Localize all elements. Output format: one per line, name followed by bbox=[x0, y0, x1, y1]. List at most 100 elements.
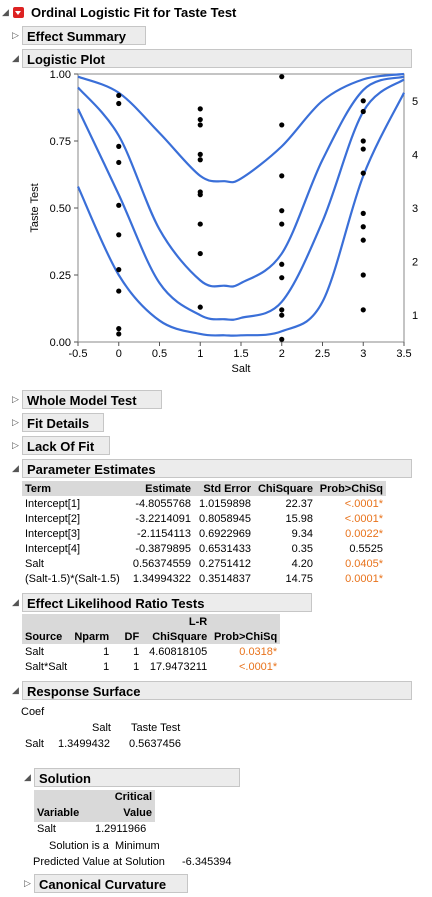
data-point bbox=[279, 275, 285, 281]
cell-variable: Salt bbox=[37, 823, 56, 835]
cell-estimate: -2.1154113 bbox=[136, 527, 191, 540]
column-header[interactable]: ChiSquare bbox=[142, 629, 211, 644]
cell-estimate: -0.3879895 bbox=[135, 542, 191, 555]
cell-chisquare: 0.35 bbox=[291, 542, 313, 555]
collapse-triangle-icon[interactable]: ◢ bbox=[2, 7, 9, 17]
data-point bbox=[279, 221, 285, 227]
response-level-label: 5 bbox=[412, 96, 418, 108]
column-header[interactable]: Source bbox=[22, 629, 71, 644]
column-header[interactable]: L-R bbox=[142, 614, 211, 629]
data-point bbox=[197, 122, 203, 128]
table-row: Salt*Salt 1 1 17.9473211 <.0001* bbox=[22, 659, 280, 674]
data-point bbox=[360, 210, 366, 216]
x-tick-label: 0.5 bbox=[152, 348, 167, 360]
column-header: Salt bbox=[92, 722, 111, 734]
cell-term: (Salt-1.5)*(Salt-1.5) bbox=[25, 572, 120, 585]
column-header[interactable]: Nparm bbox=[70, 629, 113, 644]
cell-std-error: 0.6922969 bbox=[199, 527, 251, 540]
cell-source: Salt bbox=[25, 645, 44, 658]
outline-lack-of-fit[interactable]: Lack Of Fit bbox=[22, 436, 110, 455]
column-header[interactable]: Std Error bbox=[194, 481, 254, 496]
column-header[interactable]: Term bbox=[22, 481, 128, 496]
collapse-triangle-icon[interactable]: ◢ bbox=[12, 463, 19, 473]
expand-triangle-icon[interactable]: ▷ bbox=[24, 878, 31, 888]
table-header-row: Term Estimate Std Error ChiSquare Prob>C… bbox=[22, 481, 386, 496]
data-point bbox=[360, 237, 366, 243]
logistic-plot: -0.5 0 0.5 1 1.5 2 2.5 3 3.5 0.00 0.25 0.50 0.75 1.00… bbox=[29, 69, 418, 375]
column-header[interactable]: Prob>ChiSq bbox=[316, 481, 386, 496]
column-header[interactable]: DF bbox=[112, 629, 143, 644]
expand-triangle-icon[interactable]: ▷ bbox=[12, 417, 19, 427]
y-tick-label: 0.50 bbox=[50, 203, 71, 215]
logistic-curve-2 bbox=[77, 78, 405, 321]
data-point bbox=[116, 326, 122, 332]
coef-value: 1.3499432 bbox=[58, 738, 110, 750]
outline-effect-summary[interactable]: Effect Summary bbox=[22, 26, 146, 45]
outline-canonical-curvature[interactable]: Canonical Curvature bbox=[34, 874, 188, 893]
expand-triangle-icon[interactable]: ▷ bbox=[12, 30, 19, 40]
logistic-curve-1 bbox=[77, 92, 405, 337]
outline-response-surface[interactable]: Response Surface bbox=[22, 681, 412, 700]
collapse-triangle-icon[interactable]: ◢ bbox=[12, 53, 19, 63]
table-header-row: L-R bbox=[22, 614, 281, 629]
collapse-triangle-icon[interactable]: ◢ bbox=[12, 685, 19, 695]
collapse-triangle-icon[interactable]: ◢ bbox=[12, 597, 19, 607]
outline-fit-details[interactable]: Fit Details bbox=[22, 413, 104, 432]
cell-estimate: 0.56374559 bbox=[132, 557, 191, 570]
cell-df: 1 bbox=[133, 660, 140, 673]
data-point bbox=[197, 116, 203, 123]
table-row: Intercept[4] -0.3879895 0.6531433 0.35 0… bbox=[22, 541, 386, 556]
x-tick-label: 1 bbox=[197, 348, 203, 360]
cell-chisquare: 14.75 bbox=[285, 572, 313, 585]
data-point bbox=[197, 221, 203, 227]
cell-chisquare: 15.98 bbox=[285, 512, 313, 525]
cell-prob: 0.0001* bbox=[345, 572, 383, 585]
data-point bbox=[360, 146, 366, 152]
column-header: Value bbox=[123, 807, 152, 819]
data-point bbox=[279, 122, 285, 128]
cell-term: Intercept[2] bbox=[25, 512, 81, 525]
cell-prob: 0.0318* bbox=[239, 645, 278, 658]
row-label: Salt bbox=[25, 738, 44, 750]
cell-std-error: 1.0159898 bbox=[199, 497, 251, 510]
cell-prob: 0.0022* bbox=[345, 527, 383, 540]
data-point bbox=[279, 307, 285, 313]
outline-logistic-plot[interactable]: Logistic Plot bbox=[22, 49, 412, 68]
outline-solution[interactable]: Solution bbox=[34, 768, 240, 787]
outline-whole-model-test[interactable]: Whole Model Test bbox=[22, 390, 162, 409]
cell-chisquare: 4.60818105 bbox=[149, 645, 208, 658]
data-point bbox=[116, 159, 122, 166]
data-point bbox=[360, 98, 366, 104]
cell-chisquare: 9.34 bbox=[291, 527, 313, 540]
cell-prob: <.0001* bbox=[344, 497, 383, 510]
collapse-triangle-icon[interactable]: ◢ bbox=[24, 772, 31, 782]
data-point bbox=[116, 202, 122, 208]
data-point bbox=[116, 232, 122, 238]
data-point bbox=[360, 272, 366, 278]
red-triangle-menu-icon[interactable] bbox=[13, 7, 24, 18]
table-row: Intercept[3] -2.1154113 0.6922969 9.34 0… bbox=[22, 526, 386, 541]
table-row: Salt 1 1 4.60818105 0.0318* bbox=[22, 644, 280, 659]
expand-triangle-icon[interactable]: ▷ bbox=[12, 394, 19, 404]
cell-prob: <.0001* bbox=[238, 660, 278, 673]
x-tick-label: -0.5 bbox=[69, 348, 88, 360]
table-row: Intercept[2] -3.2214091 0.8058945 15.98 … bbox=[22, 511, 386, 526]
column-header[interactable]: Estimate bbox=[128, 481, 194, 496]
solution-header-bg bbox=[34, 790, 155, 822]
data-point bbox=[197, 106, 203, 112]
data-point bbox=[197, 250, 203, 257]
outline-parameter-estimates[interactable]: Parameter Estimates bbox=[22, 459, 412, 478]
column-header[interactable]: Prob>ChiSq bbox=[210, 629, 281, 644]
cell-nparm: 1 bbox=[103, 660, 110, 673]
data-point bbox=[116, 100, 122, 107]
data-point bbox=[279, 336, 285, 342]
expand-triangle-icon[interactable]: ▷ bbox=[12, 440, 19, 450]
coef-label: Coef bbox=[21, 706, 45, 718]
column-header[interactable]: ChiSquare bbox=[254, 481, 316, 496]
report-title[interactable]: Ordinal Logistic Fit for Taste Test bbox=[31, 5, 237, 20]
y-tick-label: 0.00 bbox=[50, 337, 71, 349]
data-point bbox=[360, 307, 366, 313]
cell-prob: 0.5525 bbox=[349, 542, 383, 555]
column-header: Critical bbox=[114, 791, 152, 803]
outline-effect-lr-tests[interactable]: Effect Likelihood Ratio Tests bbox=[22, 593, 312, 612]
